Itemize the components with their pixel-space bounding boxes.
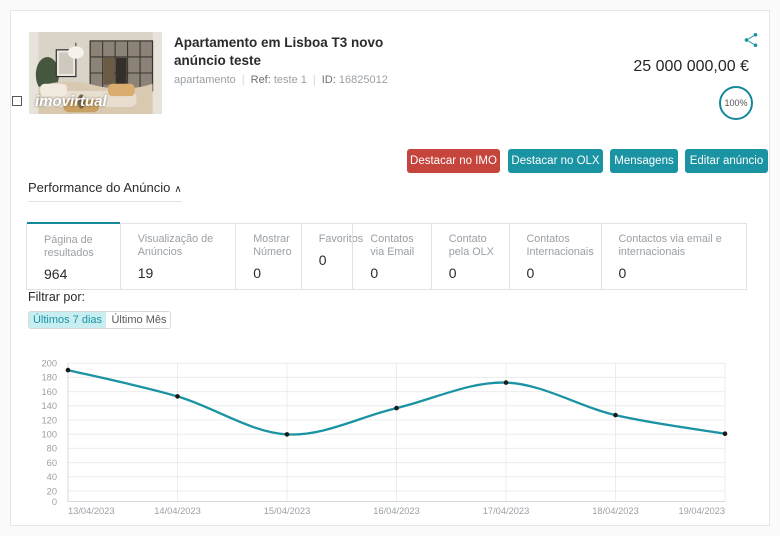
svg-text:20: 20	[47, 486, 57, 496]
svg-text:140: 140	[41, 401, 57, 411]
svg-text:160: 160	[41, 387, 57, 397]
svg-text:16/04/2023: 16/04/2023	[373, 506, 420, 516]
svg-text:180: 180	[41, 373, 57, 383]
svg-text:14/04/2023: 14/04/2023	[154, 506, 201, 516]
svg-text:0: 0	[52, 497, 57, 507]
svg-text:13/04/2023: 13/04/2023	[68, 506, 115, 516]
svg-text:19/04/2023: 19/04/2023	[678, 506, 725, 516]
svg-text:120: 120	[41, 415, 57, 425]
svg-text:80: 80	[47, 444, 57, 454]
svg-text:15/04/2023: 15/04/2023	[264, 506, 311, 516]
svg-text:60: 60	[47, 458, 57, 468]
svg-text:18/04/2023: 18/04/2023	[592, 506, 639, 516]
svg-text:40: 40	[47, 472, 57, 482]
svg-text:17/04/2023: 17/04/2023	[483, 506, 530, 516]
svg-text:100: 100	[41, 430, 57, 440]
svg-text:200: 200	[41, 359, 57, 369]
